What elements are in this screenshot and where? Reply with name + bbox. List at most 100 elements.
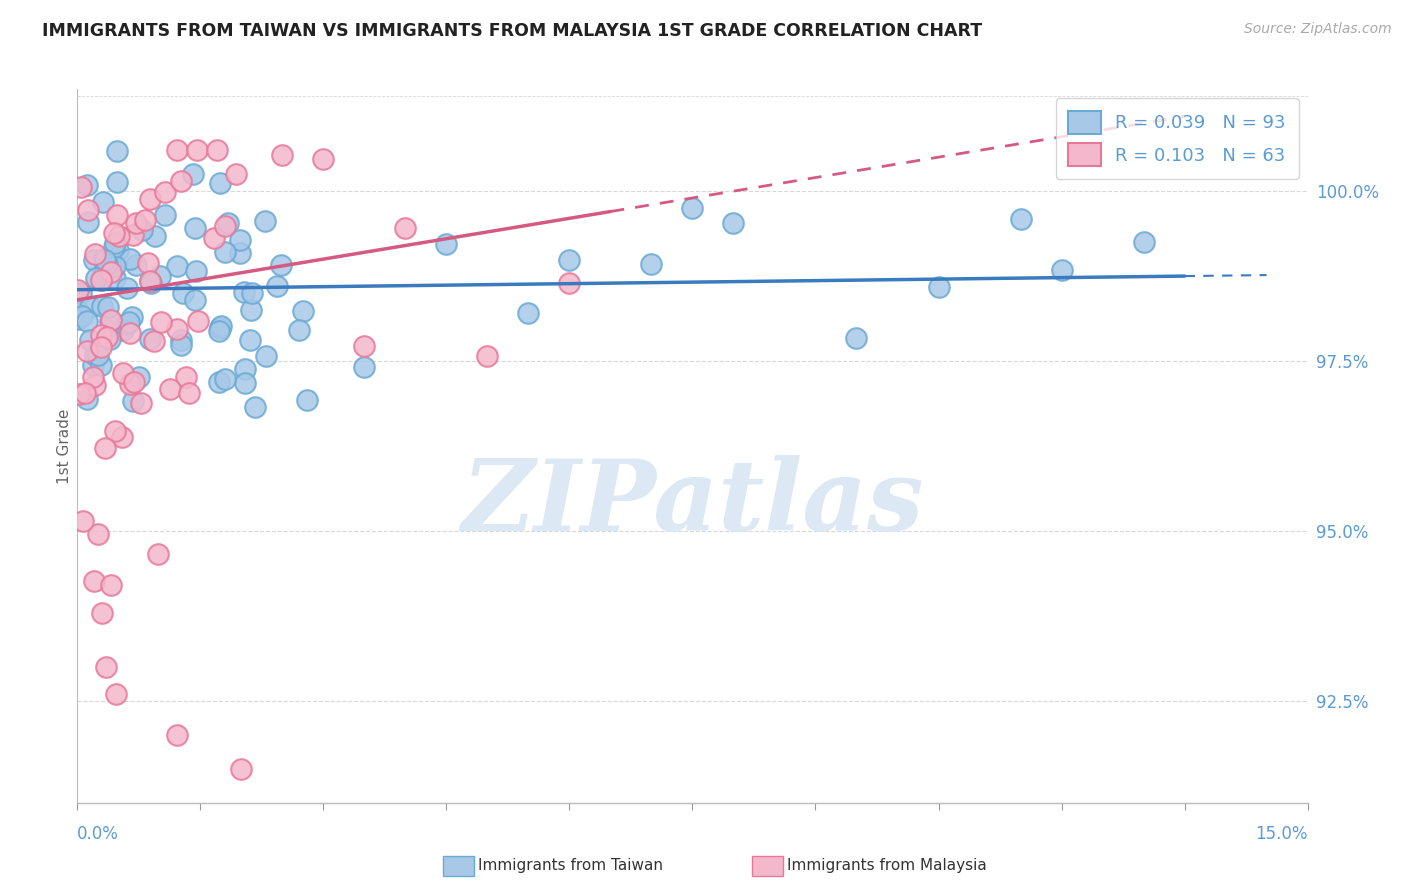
- Point: [104, 424, 127, 438]
- Point: [141, 277, 163, 291]
- Point: [243, 400, 266, 414]
- Point: [93, 441, 115, 455]
- Point: [271, 148, 294, 162]
- Point: [67, 283, 90, 297]
- Point: [98, 332, 121, 346]
- Point: [209, 320, 232, 334]
- Point: [77, 202, 100, 217]
- Point: [93, 252, 115, 266]
- Point: [125, 258, 148, 272]
- Point: [477, 349, 499, 363]
- Point: [146, 547, 169, 561]
- Point: [76, 392, 98, 407]
- Point: [94, 660, 117, 674]
- Point: [111, 430, 134, 444]
- Point: [138, 332, 160, 346]
- Y-axis label: 1st Grade: 1st Grade: [56, 409, 72, 483]
- Point: [214, 245, 236, 260]
- Point: [184, 221, 207, 235]
- Point: [124, 216, 146, 230]
- Point: [139, 274, 162, 288]
- Point: [232, 285, 254, 300]
- Point: [104, 260, 127, 274]
- Point: [295, 393, 318, 408]
- Point: [115, 281, 138, 295]
- Point: [103, 226, 125, 240]
- Point: [79, 333, 101, 347]
- Point: [184, 264, 207, 278]
- Point: [184, 293, 207, 307]
- Point: [90, 359, 112, 373]
- Point: [112, 323, 135, 337]
- Point: [67, 303, 90, 318]
- Point: [291, 303, 314, 318]
- Point: [118, 376, 141, 391]
- Point: [134, 213, 156, 227]
- Point: [82, 358, 104, 372]
- Point: [97, 300, 120, 314]
- Point: [82, 369, 104, 384]
- Point: [254, 349, 277, 363]
- Point: [143, 228, 166, 243]
- Legend: R = 0.039   N = 93, R = 0.103   N = 63: R = 0.039 N = 93, R = 0.103 N = 63: [1056, 98, 1299, 179]
- Point: [107, 244, 129, 258]
- Point: [112, 366, 135, 380]
- Point: [122, 394, 145, 409]
- Point: [231, 762, 253, 776]
- Point: [266, 278, 288, 293]
- Point: [239, 334, 262, 348]
- Point: [104, 235, 127, 250]
- Point: [169, 174, 191, 188]
- Point: [172, 286, 194, 301]
- Point: [225, 167, 247, 181]
- Text: Immigrants from Taiwan: Immigrants from Taiwan: [478, 858, 664, 872]
- Point: [79, 300, 101, 314]
- Point: [202, 231, 225, 245]
- Point: [100, 578, 122, 592]
- Point: [235, 362, 257, 376]
- Point: [122, 228, 145, 243]
- Point: [83, 574, 105, 588]
- Point: [118, 314, 141, 328]
- Point: [100, 265, 122, 279]
- Point: [166, 728, 188, 742]
- Point: [253, 213, 276, 227]
- Point: [209, 318, 232, 333]
- Point: [72, 514, 94, 528]
- Point: [84, 378, 107, 392]
- Point: [229, 246, 252, 260]
- Point: [107, 144, 129, 158]
- Text: 15.0%: 15.0%: [1256, 825, 1308, 843]
- Text: 0.0%: 0.0%: [77, 825, 120, 843]
- Point: [270, 258, 292, 272]
- Point: [76, 314, 98, 328]
- Point: [155, 185, 177, 199]
- Point: [90, 606, 112, 620]
- Point: [436, 237, 458, 252]
- Point: [90, 273, 112, 287]
- Point: [76, 343, 98, 358]
- Point: [166, 259, 188, 273]
- Point: [229, 233, 252, 247]
- Point: [105, 208, 128, 222]
- Point: [183, 168, 205, 182]
- Point: [353, 360, 375, 375]
- Point: [67, 311, 90, 326]
- Point: [394, 221, 416, 235]
- Point: [138, 274, 160, 288]
- Point: [91, 299, 114, 313]
- Point: [150, 315, 173, 329]
- Text: IMMIGRANTS FROM TAIWAN VS IMMIGRANTS FROM MALAYSIA 1ST GRADE CORRELATION CHART: IMMIGRANTS FROM TAIWAN VS IMMIGRANTS FRO…: [42, 22, 983, 40]
- Point: [105, 687, 128, 701]
- Point: [240, 286, 263, 301]
- Point: [558, 253, 581, 268]
- Point: [353, 339, 375, 353]
- Point: [90, 273, 112, 287]
- Point: [131, 223, 153, 237]
- Point: [77, 214, 100, 228]
- Point: [209, 176, 232, 190]
- Point: [214, 372, 236, 386]
- Point: [91, 195, 114, 210]
- Point: [118, 252, 141, 267]
- Point: [96, 330, 118, 344]
